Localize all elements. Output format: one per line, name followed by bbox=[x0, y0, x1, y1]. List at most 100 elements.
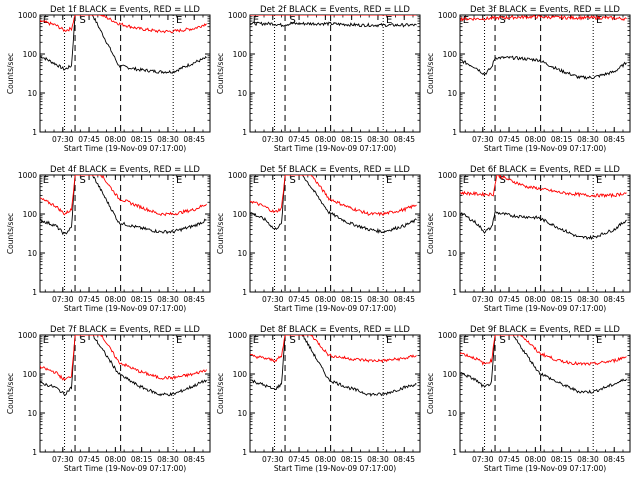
x-tick-label: 08:15 bbox=[131, 295, 153, 304]
x-tick-label: 08:00 bbox=[525, 295, 547, 304]
panel-title: Det 9f BLACK = Events, RED = LLD bbox=[470, 325, 620, 335]
y-axis-label: Counts/sec bbox=[426, 53, 435, 94]
event-marker-label: S bbox=[290, 335, 296, 346]
x-axis-label: Start Time (19-Nov-09 07:17:00) bbox=[274, 144, 396, 153]
x-tick-label: 07:30 bbox=[52, 455, 74, 464]
y-tick-label: 10 bbox=[237, 89, 247, 98]
panel-title: Det 5f BLACK = Events, RED = LLD bbox=[260, 165, 410, 175]
event-marker-label: E bbox=[463, 335, 469, 346]
x-tick-label: 08:00 bbox=[315, 295, 337, 304]
y-axis-label: Counts/sec bbox=[6, 213, 15, 254]
y-tick-label: 10 bbox=[237, 409, 247, 418]
x-tick-label: 08:30 bbox=[157, 455, 179, 464]
event-marker-label: S bbox=[500, 335, 506, 346]
y-tick-label: 1000 bbox=[228, 331, 247, 340]
x-tick-label: 08:30 bbox=[577, 455, 599, 464]
x-tick-label: 08:15 bbox=[551, 295, 573, 304]
x-tick-label: 08:00 bbox=[315, 135, 337, 144]
x-tick-label: 07:45 bbox=[288, 135, 310, 144]
y-axis-label: Counts/sec bbox=[426, 373, 435, 414]
y-tick-label: 1000 bbox=[438, 171, 457, 180]
x-tick-label: 08:15 bbox=[131, 455, 153, 464]
y-tick-label: 1 bbox=[242, 288, 247, 297]
x-axis-label: Start Time (19-Nov-09 07:17:00) bbox=[484, 304, 606, 313]
x-tick-label: 07:30 bbox=[52, 135, 74, 144]
y-axis-label: Counts/sec bbox=[216, 373, 225, 414]
x-tick-label: 07:30 bbox=[472, 455, 494, 464]
event-marker-label: S bbox=[290, 175, 296, 186]
event-marker-label: E bbox=[596, 15, 602, 26]
y-axis-label: Counts/sec bbox=[6, 373, 15, 414]
event-marker-label: S bbox=[500, 15, 506, 26]
y-tick-label: 1000 bbox=[18, 11, 37, 20]
y-tick-label: 1000 bbox=[438, 11, 457, 20]
x-tick-label: 07:45 bbox=[78, 455, 100, 464]
x-tick-label: 08:30 bbox=[577, 135, 599, 144]
event-marker-label: E bbox=[176, 335, 182, 346]
x-tick-label: 08:30 bbox=[577, 295, 599, 304]
plot-frame bbox=[249, 334, 421, 453]
event-marker-label: S bbox=[80, 15, 86, 26]
x-tick-label: 07:30 bbox=[472, 135, 494, 144]
plot-frame bbox=[39, 14, 211, 133]
plot-frame bbox=[39, 174, 211, 293]
y-tick-label: 1 bbox=[32, 128, 37, 137]
x-tick-label: 07:30 bbox=[262, 455, 284, 464]
x-tick-label: 07:45 bbox=[288, 295, 310, 304]
events-series-line bbox=[460, 210, 627, 240]
y-tick-label: 1 bbox=[452, 448, 457, 457]
event-marker-label: S bbox=[500, 175, 506, 186]
plot-frame bbox=[459, 334, 631, 453]
y-axis-label: Counts/sec bbox=[6, 53, 15, 94]
y-tick-label: 100 bbox=[23, 210, 38, 219]
x-tick-label: 08:30 bbox=[367, 135, 389, 144]
event-marker-label: S bbox=[290, 15, 296, 26]
x-tick-label: 07:45 bbox=[498, 135, 520, 144]
panel-9: Det 9f BLACK = Events, RED = LLD 1 10 100 10… bbox=[426, 325, 631, 473]
events-series-line bbox=[40, 175, 207, 236]
x-tick-label: 08:00 bbox=[105, 295, 127, 304]
y-tick-label: 10 bbox=[447, 409, 457, 418]
y-tick-label: 10 bbox=[237, 249, 247, 258]
x-axis-label: Start Time (19-Nov-09 07:17:00) bbox=[274, 464, 396, 473]
y-tick-label: 100 bbox=[23, 370, 38, 379]
panel-title: Det 1f BLACK = Events, RED = LLD bbox=[50, 5, 200, 15]
event-marker-label: E bbox=[386, 335, 392, 346]
x-tick-label: 08:00 bbox=[105, 455, 127, 464]
x-tick-label: 07:30 bbox=[52, 295, 74, 304]
x-tick-label: 08:45 bbox=[603, 295, 625, 304]
plot-frame bbox=[39, 334, 211, 453]
event-marker-label: E bbox=[43, 175, 49, 186]
lld-series-line bbox=[40, 15, 207, 34]
y-axis-label: Counts/sec bbox=[216, 213, 225, 254]
panel-5: Det 5f BLACK = Events, RED = LLD 1 10 100 10… bbox=[216, 165, 421, 313]
event-marker-label: E bbox=[386, 175, 392, 186]
y-tick-label: 10 bbox=[447, 249, 457, 258]
x-tick-label: 08:30 bbox=[367, 295, 389, 304]
x-tick-label: 08:00 bbox=[525, 135, 547, 144]
events-series-line bbox=[40, 15, 207, 74]
panel-7: Det 7f BLACK = Events, RED = LLD 1 10 100 10… bbox=[6, 325, 211, 473]
y-tick-label: 1000 bbox=[18, 171, 37, 180]
y-tick-label: 1000 bbox=[228, 11, 247, 20]
x-tick-label: 07:45 bbox=[498, 455, 520, 464]
plot-frame bbox=[249, 14, 421, 133]
panel-4: Det 4f BLACK = Events, RED = LLD 1 10 100 10… bbox=[6, 165, 211, 313]
x-axis-label: Start Time (19-Nov-09 07:17:00) bbox=[484, 144, 606, 153]
x-axis-label: Start Time (19-Nov-09 07:17:00) bbox=[64, 304, 186, 313]
x-axis-label: Start Time (19-Nov-09 07:17:00) bbox=[484, 464, 606, 473]
plot-frame bbox=[459, 14, 631, 133]
y-tick-label: 10 bbox=[27, 409, 37, 418]
lld-series-line bbox=[460, 335, 627, 366]
x-tick-label: 08:45 bbox=[603, 455, 625, 464]
x-axis-label: Start Time (19-Nov-09 07:17:00) bbox=[64, 464, 186, 473]
x-tick-label: 07:45 bbox=[78, 135, 100, 144]
y-tick-label: 10 bbox=[447, 89, 457, 98]
events-series-line bbox=[250, 175, 417, 234]
y-tick-label: 100 bbox=[233, 370, 248, 379]
y-tick-label: 100 bbox=[443, 210, 458, 219]
panel-title: Det 6f BLACK = Events, RED = LLD bbox=[470, 165, 620, 175]
x-tick-label: 08:45 bbox=[393, 135, 415, 144]
y-tick-label: 10 bbox=[27, 249, 37, 258]
event-marker-label: E bbox=[386, 15, 392, 26]
